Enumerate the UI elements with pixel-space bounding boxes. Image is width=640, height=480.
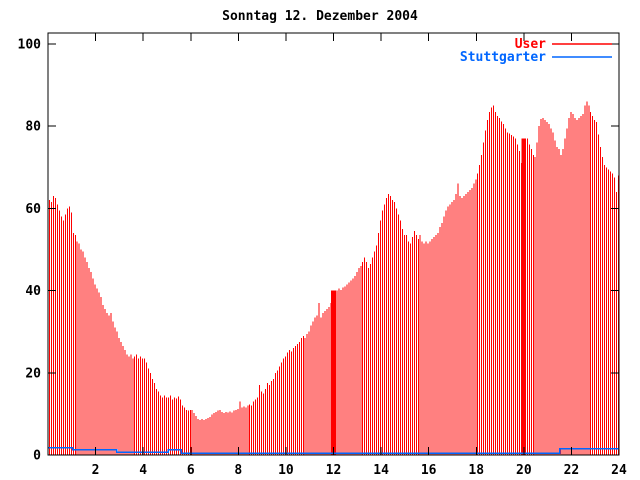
x-tick-label: 22 xyxy=(564,463,580,478)
x-tick-label: 14 xyxy=(373,463,389,478)
x-tick-label: 4 xyxy=(139,463,147,478)
x-tick-label: 8 xyxy=(234,463,242,478)
y-tick-label: 0 xyxy=(33,449,41,464)
x-tick-label: 10 xyxy=(278,463,294,478)
y-tick-label: 60 xyxy=(25,202,41,217)
x-tick-label: 2 xyxy=(92,463,100,478)
dense-column xyxy=(331,290,336,455)
x-tick-label: 16 xyxy=(421,463,437,478)
legend: User Stuttgarter xyxy=(460,37,612,65)
x-tick-label: 6 xyxy=(187,463,195,478)
tick-marks-layer xyxy=(48,33,620,456)
legend-stuttgarter-label: Stuttgarter xyxy=(460,50,546,65)
stuttgarter-line xyxy=(48,446,619,454)
x-tick-label: 24 xyxy=(611,463,627,478)
x-tick-label: 18 xyxy=(468,463,484,478)
y-tick-label: 40 xyxy=(25,284,41,299)
y-tick-label: 20 xyxy=(25,366,41,381)
dense-columns-layer xyxy=(331,138,527,455)
stuttgarter-line-layer xyxy=(48,446,619,454)
legend-user-label: User xyxy=(515,37,546,52)
y-tick-label: 80 xyxy=(25,120,41,135)
x-tick-label: 20 xyxy=(516,463,532,478)
y-tick-labels: 0 20 40 60 80 100 xyxy=(18,38,42,464)
y-tick-label: 100 xyxy=(18,38,42,53)
x-tick-labels: 2 4 6 8 10 12 14 16 18 20 22 24 xyxy=(92,463,627,478)
dense-column xyxy=(521,138,527,455)
chart-title: Sonntag 12. Dezember 2004 xyxy=(222,9,418,24)
user-bars-layer xyxy=(48,101,620,455)
x-tick-label: 12 xyxy=(326,463,342,478)
